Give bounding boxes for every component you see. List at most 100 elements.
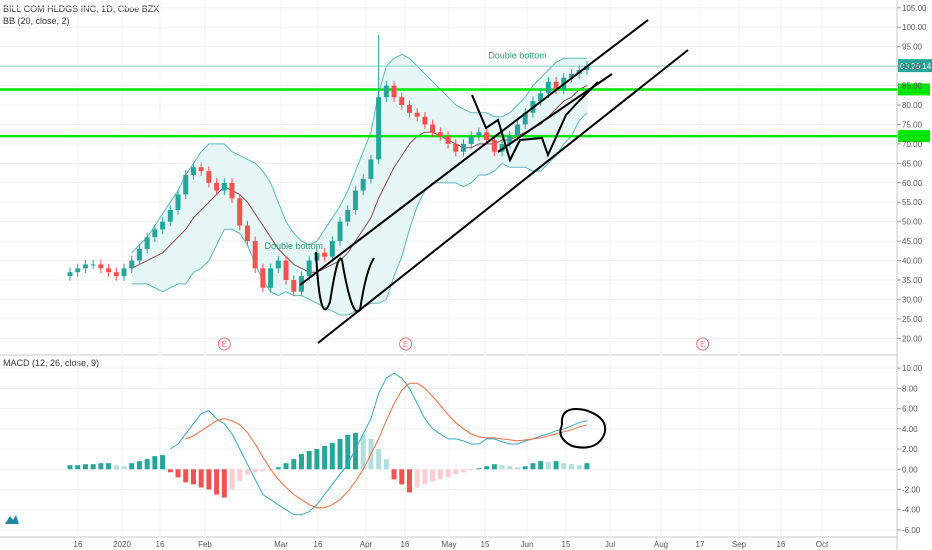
time-tick-label: Mar — [274, 540, 288, 549]
time-tick-label: 16 — [401, 540, 410, 549]
price-tick-label: 45.00 — [902, 237, 923, 246]
candle-body — [499, 143, 505, 152]
candle-body — [152, 229, 158, 238]
double-bottom-drawing-1 — [315, 251, 375, 313]
macd-histogram-bar — [113, 465, 119, 470]
price-tick-label: 105.00 — [902, 4, 927, 13]
channel-upper-line — [299, 19, 649, 286]
price-tick-label: 65.00 — [902, 159, 923, 168]
candle-body — [461, 143, 466, 152]
time-tick-label: 15 — [481, 540, 490, 549]
macd-histogram-bar — [244, 469, 250, 475]
candle-body — [129, 260, 135, 269]
level-price-tag — [898, 130, 930, 143]
macd-histogram-bar — [314, 449, 320, 470]
candle-body — [98, 264, 104, 269]
chart-axes: 105.00 100.00 95.00 90.00 85.00 80.00 75.00 70.… — [74, 4, 927, 549]
macd-histogram-bar — [214, 469, 220, 495]
macd-histogram-bar — [337, 438, 343, 470]
time-tick-label: May — [441, 540, 456, 549]
signal-line — [185, 382, 588, 509]
macd-histogram-bar — [430, 469, 436, 482]
macd-histogram-bar — [391, 469, 397, 480]
macd-indicator-label: MACD (12, 26, close, 9) — [3, 358, 100, 368]
time-tick-label: Jul — [605, 540, 615, 549]
macd-histogram-bar — [499, 465, 505, 470]
candle-body — [453, 143, 459, 152]
candle-body — [391, 85, 397, 98]
candle-body — [430, 124, 436, 133]
macd-histogram-bar — [206, 469, 212, 490]
double-bottom-label: Double bottom — [264, 241, 323, 251]
candle-body — [329, 241, 335, 257]
price-tick-label: 80.00 — [902, 101, 923, 110]
macd-tick-label: -4.00 — [902, 506, 921, 515]
candle-body — [422, 116, 428, 125]
macd-histogram-bar — [291, 459, 297, 470]
candle-body — [244, 225, 250, 242]
earnings-marker-label: E — [222, 340, 227, 349]
macd-histogram-bar — [129, 463, 135, 470]
candle-body — [275, 260, 281, 269]
candle-body — [476, 132, 482, 137]
time-tick-label: 17 — [696, 540, 705, 549]
price-tick-label: 55.00 — [902, 198, 923, 207]
time-tick-label: Apr — [360, 540, 373, 549]
macd-histogram-bar — [175, 469, 181, 478]
macd-histogram-bar — [198, 469, 204, 488]
time-tick-label: Oct — [816, 540, 829, 549]
macd-histogram-bar — [252, 469, 258, 473]
candle-body — [360, 178, 366, 191]
macd-tick-label: 8.00 — [902, 384, 918, 393]
candle-body — [198, 167, 204, 172]
price-tick-label: 85.00 — [902, 82, 923, 91]
price-tick-label: 70.00 — [902, 140, 923, 149]
macd-histogram-bar — [538, 461, 544, 470]
price-tick-label: 75.00 — [902, 120, 923, 129]
macd-histogram-bar — [229, 469, 235, 490]
candle-body — [190, 167, 196, 175]
candle-body — [399, 97, 405, 105]
candle-body — [136, 248, 142, 261]
candle-body — [368, 159, 374, 179]
candle-body — [75, 268, 81, 273]
macd-histogram-bar — [298, 454, 304, 470]
last-price-tag — [898, 59, 932, 73]
tradingview-logo-icon[interactable] — [4, 512, 20, 526]
candle-body — [214, 182, 220, 191]
bb-fill — [131, 54, 587, 316]
macd-histogram-bar — [422, 469, 428, 485]
macd-histogram-bar — [190, 469, 196, 485]
candle-body — [414, 112, 420, 117]
macd-tick-label: -2.00 — [902, 485, 921, 494]
earnings-marker-icon — [696, 337, 710, 351]
macd-histogram-bar — [445, 469, 451, 478]
price-tick-label: 60.00 — [902, 179, 923, 188]
price-tick-label: 95.00 — [902, 43, 923, 52]
price-tick-label: 90.00 — [902, 62, 923, 71]
candle-body — [160, 221, 166, 230]
macd-line — [170, 372, 588, 516]
macd-histogram-bar — [144, 459, 150, 470]
macd-histogram-bar — [306, 451, 312, 470]
price-tick-label: 100.00 — [902, 23, 927, 32]
candle-body — [406, 105, 412, 113]
macd-pane — [67, 372, 607, 516]
time-tick-label: 16 — [156, 540, 165, 549]
macd-histogram-bar — [260, 469, 266, 472]
macd-histogram-bar — [484, 466, 490, 470]
macd-histogram-bar — [576, 465, 582, 470]
candle-body — [113, 272, 119, 277]
time-tick-label: Sep — [732, 540, 747, 549]
time-tick-label: Aug — [654, 540, 668, 549]
price-tick-label: 20.00 — [902, 334, 923, 343]
macd-histogram-bar — [136, 461, 142, 470]
candle-body — [144, 237, 150, 249]
candle-body — [569, 73, 575, 78]
trend-drawings — [299, 19, 689, 344]
level-price-tag — [898, 83, 930, 96]
time-tick-label: Feb — [198, 540, 212, 549]
price-tick-label: 40.00 — [902, 257, 923, 266]
bb-upper-line — [131, 53, 587, 254]
